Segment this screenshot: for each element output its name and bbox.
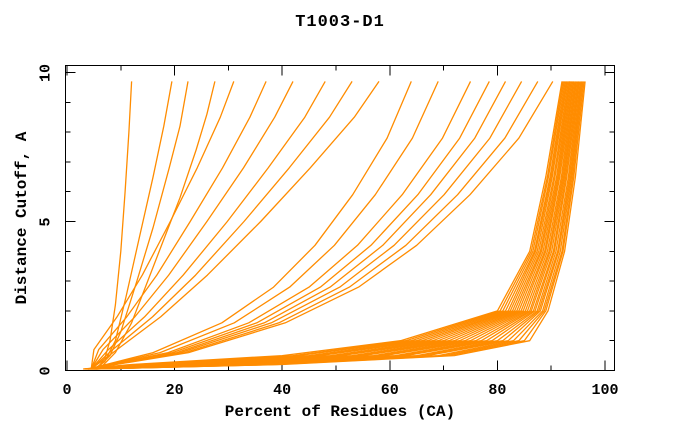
model-curve	[88, 81, 490, 370]
y-tick-label: 10	[37, 63, 55, 82]
x-tick-label: 20	[165, 382, 184, 399]
model-curve	[90, 81, 235, 370]
model-curve	[88, 81, 539, 370]
x-axis-label: Percent of Residues (CA)	[224, 403, 456, 421]
model-curve	[92, 81, 579, 370]
model-curve	[88, 81, 412, 370]
model-curve	[96, 81, 189, 370]
y-tick-label: 0	[37, 365, 55, 376]
model-curve	[88, 81, 472, 370]
x-tick-label: 60	[380, 382, 399, 399]
model-curve	[94, 81, 582, 370]
model-curve	[96, 81, 586, 370]
x-tick-label: 100	[591, 382, 619, 399]
model-curve	[96, 81, 133, 370]
model-curve	[85, 81, 566, 370]
model-curve	[98, 81, 216, 370]
plot-frame	[65, 65, 615, 371]
model-curve	[88, 81, 439, 370]
y-tick-label: 5	[37, 216, 55, 227]
model-curve	[90, 81, 267, 370]
model-curve	[90, 81, 575, 370]
model-curve	[93, 81, 173, 370]
model-curve	[89, 81, 574, 370]
x-tick-label: 0	[62, 382, 72, 399]
model-curve	[90, 81, 326, 370]
model-curve	[88, 81, 554, 370]
model-curve	[90, 81, 294, 370]
model-curve	[88, 81, 507, 370]
x-tick-label: 40	[273, 382, 292, 399]
model-curve	[88, 81, 523, 370]
plot-area	[65, 65, 615, 371]
x-tick-label: 80	[488, 382, 507, 399]
model-curve	[90, 81, 380, 370]
y-axis-label: Distance Cutoff, A	[13, 131, 31, 305]
chart-title: T1003-D1	[295, 13, 385, 32]
